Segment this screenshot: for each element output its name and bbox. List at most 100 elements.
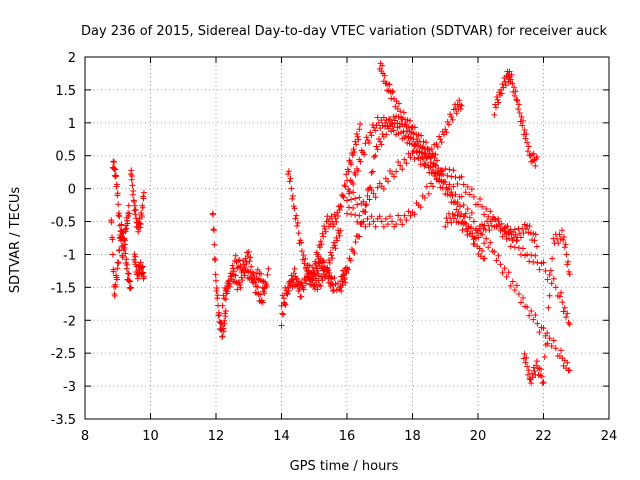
data-point	[342, 279, 349, 286]
data-point	[344, 177, 350, 184]
data-point	[509, 278, 516, 285]
data-point	[450, 167, 457, 174]
data-point	[409, 150, 416, 157]
data-point	[373, 143, 380, 150]
data-point	[216, 312, 223, 319]
data-point	[115, 201, 122, 208]
x-tick-label: 22	[535, 429, 552, 444]
data-point	[411, 156, 418, 163]
data-point	[250, 278, 257, 285]
data-point	[341, 182, 348, 189]
data-point	[450, 215, 457, 222]
data-point	[407, 117, 414, 124]
data-point	[316, 244, 323, 251]
data-point	[368, 132, 375, 139]
data-point	[542, 267, 549, 274]
data-point	[563, 251, 570, 258]
data-point	[317, 238, 324, 245]
data-point	[377, 138, 384, 145]
data-point	[352, 238, 359, 245]
data-point	[446, 181, 453, 188]
data-point	[530, 150, 537, 157]
data-point	[326, 259, 333, 266]
data-point	[395, 212, 402, 219]
data-point	[506, 68, 513, 75]
data-point	[429, 183, 436, 190]
data-point	[352, 211, 359, 218]
data-point	[389, 89, 396, 96]
data-point	[423, 139, 430, 146]
data-point	[328, 252, 335, 259]
data-point	[468, 223, 475, 230]
plot-frame	[84, 56, 610, 420]
data-point	[548, 280, 555, 287]
data-point	[287, 175, 294, 182]
data-point	[129, 172, 136, 179]
y-tick-label: -0.5	[51, 216, 76, 231]
data-point	[362, 202, 369, 209]
data-point	[386, 81, 393, 88]
data-point	[278, 322, 285, 329]
data-point	[499, 269, 506, 276]
data-point	[341, 274, 348, 281]
series-arc17	[442, 210, 540, 250]
data-point	[481, 255, 488, 262]
data-point	[456, 97, 463, 104]
data-point	[303, 280, 310, 287]
y-tick-label: -2	[63, 314, 76, 329]
data-point	[131, 198, 138, 205]
data-point	[132, 206, 139, 213]
data-point	[494, 96, 501, 103]
data-point	[523, 354, 530, 361]
data-point	[337, 227, 344, 234]
data-point	[521, 127, 528, 134]
data-point	[130, 187, 137, 194]
series-arc15	[344, 149, 573, 374]
data-point	[210, 227, 217, 234]
data-point	[565, 258, 572, 265]
data-point	[522, 359, 529, 366]
data-point	[383, 131, 390, 138]
data-point	[251, 274, 258, 281]
data-point	[334, 212, 341, 219]
data-point	[447, 111, 454, 118]
data-point	[401, 212, 408, 219]
data-point	[523, 131, 530, 138]
data-point	[520, 117, 527, 124]
data-point	[493, 104, 500, 111]
data-point	[483, 206, 490, 213]
data-point	[418, 132, 425, 139]
data-point	[363, 201, 370, 208]
data-point	[389, 88, 396, 95]
data-point	[564, 359, 571, 366]
series-arc13	[344, 114, 488, 262]
x-tick-label: 14	[273, 429, 290, 444]
data-point	[544, 329, 551, 336]
data-point	[298, 248, 305, 255]
data-point	[560, 234, 567, 241]
data-point	[454, 181, 461, 188]
data-point	[356, 212, 363, 219]
data-point	[263, 283, 270, 290]
data-point	[425, 190, 432, 197]
data-point	[349, 152, 356, 159]
data-point	[222, 287, 229, 294]
data-point	[258, 270, 265, 277]
data-point	[222, 313, 229, 320]
data-point	[122, 250, 129, 257]
data-point	[338, 203, 345, 210]
data-point	[449, 192, 456, 199]
data-point	[516, 109, 523, 116]
data-point	[292, 215, 299, 222]
y-tick-label: 1.5	[55, 84, 76, 99]
data-point	[468, 186, 475, 193]
data-point	[129, 182, 136, 189]
data-point	[333, 234, 340, 241]
x-tick-label: 12	[208, 429, 225, 444]
data-point	[400, 128, 407, 135]
data-point	[366, 221, 373, 228]
data-point	[355, 136, 362, 143]
data-point	[508, 71, 515, 78]
data-point	[550, 337, 557, 344]
